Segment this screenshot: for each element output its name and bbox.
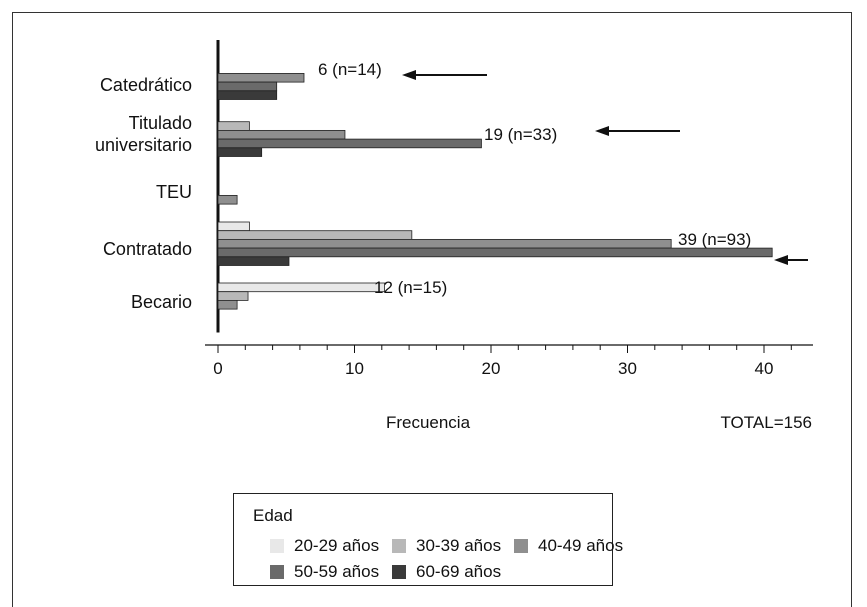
annotation-label: 12 (n=15) <box>374 278 447 297</box>
x-tick-label: 30 <box>618 359 637 378</box>
x-tick-label: 10 <box>345 359 364 378</box>
legend-label: 60-69 años <box>416 562 502 581</box>
annotation-arrowhead <box>402 70 416 80</box>
x-tick-label: 40 <box>755 359 774 378</box>
legend-label: 20-29 años <box>294 536 380 555</box>
category-label: Becario <box>131 292 192 312</box>
legend-swatch <box>270 565 284 579</box>
legend: Edad 20-29 años 30-39 años 40-49 años 50… <box>233 493 623 586</box>
annotation-label: 39 (n=93) <box>678 230 751 249</box>
legend-label: 50-59 años <box>294 562 380 581</box>
bar <box>217 90 278 100</box>
total-label: TOTAL=156 <box>720 413 812 432</box>
category-label: universitario <box>95 135 192 155</box>
legend-title: Edad <box>253 506 293 525</box>
legend-label: 30-39 años <box>416 536 502 555</box>
annotation-label: 6 (n=14) <box>318 60 382 79</box>
x-tick-label: 20 <box>482 359 501 378</box>
bar <box>217 221 250 232</box>
legend-item: 40-49 años <box>514 536 623 556</box>
legend-item: 60-69 años <box>392 562 501 582</box>
bar <box>217 299 238 310</box>
bar <box>217 147 263 157</box>
category-label: Catedrático <box>100 75 192 95</box>
annotation-arrowhead <box>774 255 788 265</box>
bar <box>217 230 413 240</box>
bar <box>217 256 290 266</box>
figure-frame <box>12 12 852 607</box>
x-tick-label: 0 <box>213 359 222 378</box>
category-label: TEU <box>156 182 192 202</box>
bar <box>217 282 385 293</box>
bar <box>217 129 346 140</box>
legend-swatch <box>392 539 406 553</box>
legend-swatch <box>270 539 284 553</box>
legend-swatch <box>514 539 528 553</box>
bar <box>217 81 278 92</box>
category-label: Contratado <box>103 239 192 259</box>
legend-swatch <box>392 565 406 579</box>
legend-item: 30-39 años <box>392 536 501 556</box>
annotation-arrowhead <box>595 126 609 136</box>
bar <box>217 291 249 301</box>
category-label: Titulado <box>129 113 192 133</box>
annotation-label: 19 (n=33) <box>484 125 557 144</box>
bar <box>217 138 482 149</box>
bar <box>217 121 250 131</box>
bar <box>217 247 773 258</box>
x-axis-label: Frecuencia <box>386 413 471 432</box>
bar <box>217 73 305 83</box>
legend-item: 50-59 años <box>270 562 379 582</box>
bar <box>217 194 238 205</box>
legend-label: 40-49 años <box>538 536 624 555</box>
legend-item: 20-29 años <box>270 536 379 556</box>
bar <box>217 238 672 249</box>
